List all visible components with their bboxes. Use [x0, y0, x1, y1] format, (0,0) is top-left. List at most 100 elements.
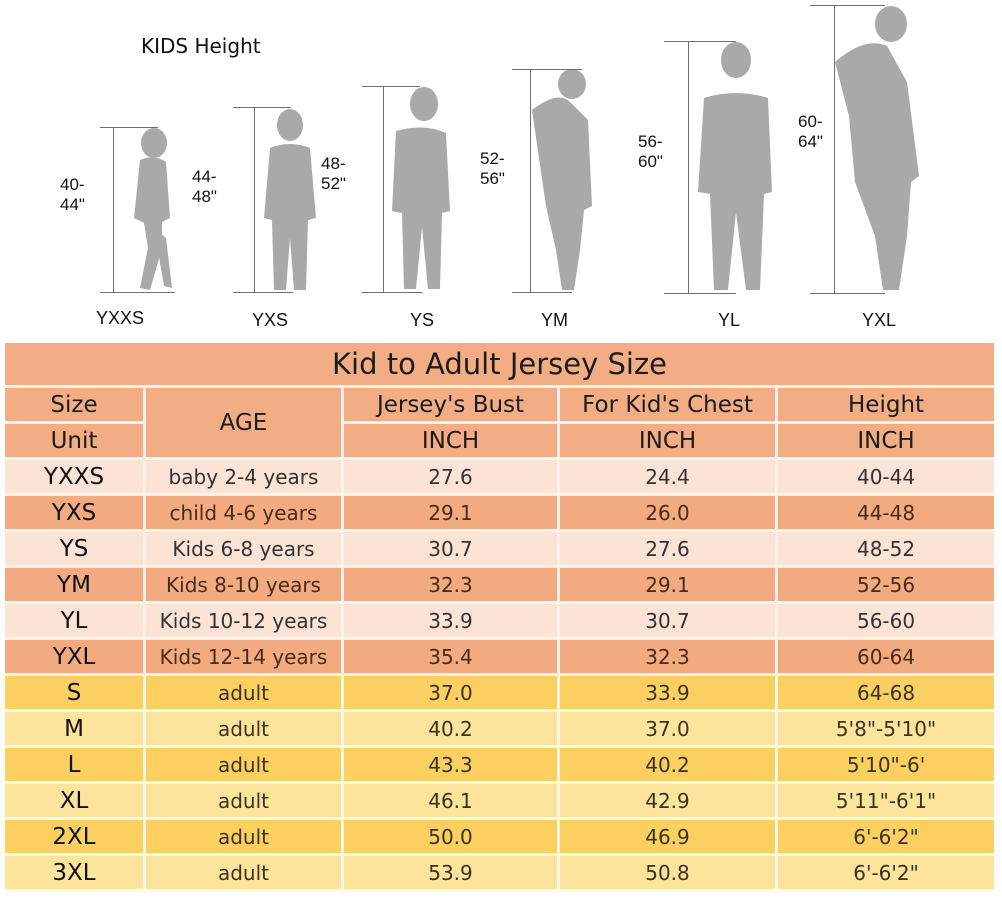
- chest-cell: 40.2: [560, 748, 778, 784]
- age-cell: Kids 8-10 years: [146, 568, 344, 604]
- size-label-ym: YM: [541, 310, 568, 330]
- table-row: YXS child 4-6 years 29.1 26.0 44-48: [5, 496, 995, 532]
- child-silhouette-icon: [532, 70, 592, 290]
- size-label-yxl: YXL: [862, 310, 897, 330]
- age-cell: Kids 6-8 years: [146, 532, 344, 568]
- table-row: M adult 40.2 37.0 5'8"-5'10": [5, 712, 995, 748]
- size-cell: YXL: [5, 640, 146, 676]
- age-cell: child 4-6 years: [146, 496, 344, 532]
- bust-cell: 35.4: [344, 640, 560, 676]
- size-cell: YXS: [5, 496, 146, 532]
- header-size: Size: [5, 388, 146, 424]
- chest-cell: 33.9: [560, 676, 778, 712]
- age-cell: adult: [146, 856, 344, 892]
- size-label-ys: YS: [410, 310, 435, 330]
- size-cell: S: [5, 676, 146, 712]
- size-cell: YXXS: [5, 460, 146, 496]
- kids-height-figure: KIDS Height 40-44" YXXS 44-48" YXS: [0, 0, 1002, 338]
- height-cell: 40-44: [778, 460, 995, 496]
- size-label-yl: YL: [718, 310, 741, 330]
- table-row: YM Kids 8-10 years 32.3 29.1 52-56: [5, 568, 995, 604]
- age-cell: Kids 10-12 years: [146, 604, 344, 640]
- age-cell: baby 2-4 years: [146, 460, 344, 496]
- chest-cell: 30.7: [560, 604, 778, 640]
- child-silhouette-icon: [392, 87, 450, 289]
- header-age: AGE: [146, 388, 344, 460]
- table-row: YL Kids 10-12 years 33.9 30.7 56-60: [5, 604, 995, 640]
- height-cell: 6'-6'2": [778, 820, 995, 856]
- range-label-yl: 56-60": [638, 130, 663, 174]
- age-cell: Kids 12-14 years: [146, 640, 344, 676]
- table-row: 2XL adult 50.0 46.9 6'-6'2": [5, 820, 995, 856]
- age-cell: adult: [146, 712, 344, 748]
- chest-cell: 29.1: [560, 568, 778, 604]
- size-cell: YS: [5, 532, 146, 568]
- header-chest-unit: INCH: [560, 424, 778, 460]
- size-cell: M: [5, 712, 146, 748]
- table-row: L adult 43.3 40.2 5'10"-6': [5, 748, 995, 784]
- bust-cell: 32.3: [344, 568, 560, 604]
- range-label-yxs: 44-48": [192, 165, 217, 209]
- header-chest: For Kid's Chest: [560, 388, 778, 424]
- range-label-ys: 48-52": [321, 152, 346, 196]
- chest-cell: 24.4: [560, 460, 778, 496]
- figure-title: KIDS Height: [141, 34, 261, 58]
- height-cell: 60-64: [778, 640, 995, 676]
- height-cell: 52-56: [778, 568, 995, 604]
- chest-cell: 26.0: [560, 496, 778, 532]
- child-silhouette-icon: [698, 42, 772, 290]
- bust-cell: 33.9: [344, 604, 560, 640]
- range-label-ym: 52-56": [480, 147, 505, 191]
- size-cell: 2XL: [5, 820, 146, 856]
- chest-cell: 42.9: [560, 784, 778, 820]
- height-cell: 44-48: [778, 496, 995, 532]
- table-row: YS Kids 6-8 years 30.7 27.6 48-52: [5, 532, 995, 568]
- size-cell: YL: [5, 604, 146, 640]
- bust-cell: 27.6: [344, 460, 560, 496]
- range-label-yxxs: 40-44": [60, 173, 85, 217]
- bust-cell: 53.9: [344, 856, 560, 892]
- height-cell: 5'11"-6'1": [778, 784, 995, 820]
- age-cell: adult: [146, 748, 344, 784]
- size-cell: L: [5, 748, 146, 784]
- table-row: XL adult 46.1 42.9 5'11"-6'1": [5, 784, 995, 820]
- size-label-yxxs: YXXS: [96, 308, 145, 328]
- table-row: S adult 37.0 33.9 64-68: [5, 676, 995, 712]
- header-height: Height: [778, 388, 995, 424]
- chest-cell: 37.0: [560, 712, 778, 748]
- table-row: YXL Kids 12-14 years 35.4 32.3 60-64: [5, 640, 995, 676]
- age-cell: adult: [146, 676, 344, 712]
- age-cell: adult: [146, 784, 344, 820]
- table-row: YXXS baby 2-4 years 27.6 24.4 40-44: [5, 460, 995, 496]
- chest-cell: 27.6: [560, 532, 778, 568]
- height-cell: 5'8"-5'10": [778, 712, 995, 748]
- bust-cell: 40.2: [344, 712, 560, 748]
- height-cell: 64-68: [778, 676, 995, 712]
- bust-cell: 43.3: [344, 748, 560, 784]
- bust-cell: 29.1: [344, 496, 560, 532]
- header-height-unit: INCH: [778, 424, 995, 460]
- header-unit: Unit: [5, 424, 146, 460]
- range-label-yxl: 60-64": [798, 110, 823, 154]
- jersey-size-table: Kid to Adult Jersey Size Size AGE Jersey…: [5, 343, 995, 892]
- size-cell: XL: [5, 784, 146, 820]
- chest-cell: 32.3: [560, 640, 778, 676]
- header-bust-unit: INCH: [344, 424, 560, 460]
- height-cell: 56-60: [778, 604, 995, 640]
- size-cell: YM: [5, 568, 146, 604]
- child-silhouette-icon: [134, 128, 172, 290]
- child-silhouette-icon: [835, 6, 919, 290]
- height-cell: 6'-6'2": [778, 856, 995, 892]
- bust-cell: 37.0: [344, 676, 560, 712]
- chest-cell: 50.8: [560, 856, 778, 892]
- bust-cell: 46.1: [344, 784, 560, 820]
- header-bust: Jersey's Bust: [344, 388, 560, 424]
- chest-cell: 46.9: [560, 820, 778, 856]
- height-cell: 5'10"-6': [778, 748, 995, 784]
- size-label-yxs: YXS: [252, 310, 289, 330]
- table-title: Kid to Adult Jersey Size: [5, 343, 995, 388]
- size-cell: 3XL: [5, 856, 146, 892]
- bust-cell: 30.7: [344, 532, 560, 568]
- height-cell: 48-52: [778, 532, 995, 568]
- bust-cell: 50.0: [344, 820, 560, 856]
